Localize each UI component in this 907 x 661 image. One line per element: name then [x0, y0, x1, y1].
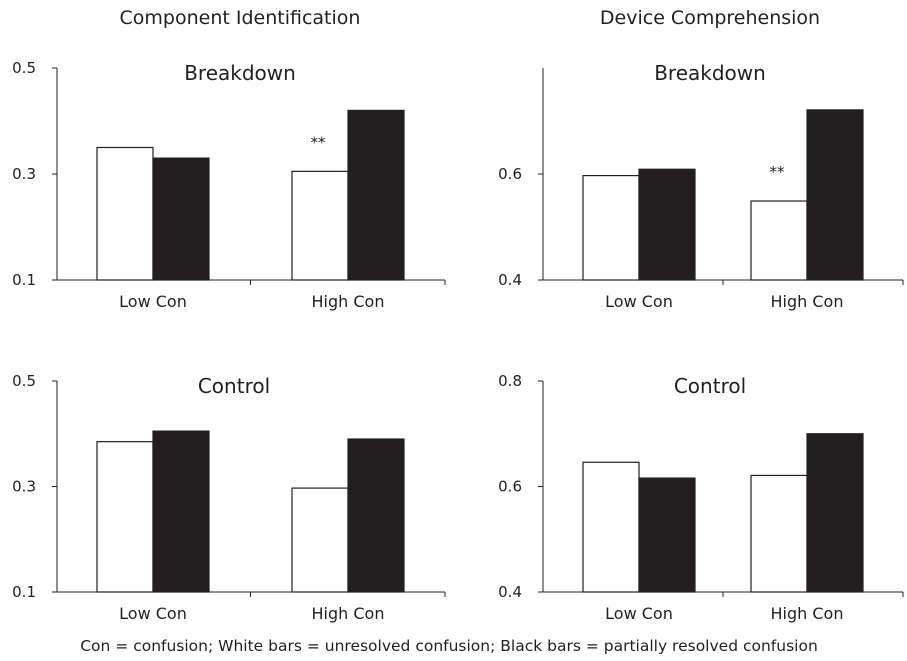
- bar-white-high-con: [291, 170, 349, 281]
- x-category-label-high-con: High Con: [771, 604, 844, 623]
- y-tick-label-0-6: 0.6: [498, 165, 522, 183]
- y-tick-label-0-3: 0.3: [12, 478, 36, 496]
- bar-black-high-con: [347, 438, 405, 593]
- x-category-label-low-con: Low Con: [119, 604, 187, 623]
- x-category-label-low-con: Low Con: [119, 292, 187, 311]
- chart-panel-breakdown-device: Breakdown 0.4 0.6 Low Con High Con **: [498, 61, 904, 311]
- significance-marker: **: [311, 133, 327, 151]
- significance-marker: **: [770, 163, 786, 181]
- y-tick-label-0-5: 0.5: [12, 59, 36, 77]
- column-title-component-identification: Component Identification: [120, 7, 361, 29]
- bar-black-high-con: [347, 109, 405, 281]
- panel-title: Breakdown: [184, 61, 296, 85]
- column-title-device-comprehension: Device Comprehension: [600, 7, 820, 29]
- chart-panel-control-component: Control 0.1 0.3 0.5 Low Con High Con: [12, 372, 446, 623]
- bar-black-low-con: [152, 157, 210, 281]
- y-tick-label-0-1: 0.1: [12, 583, 36, 601]
- x-category-label-low-con: Low Con: [605, 604, 673, 623]
- bar-white-high-con: [291, 487, 349, 593]
- bar-black-high-con: [806, 433, 864, 593]
- y-tick-label-0-5: 0.5: [12, 372, 36, 390]
- bar-black-low-con: [152, 430, 210, 593]
- bar-white-low-con: [582, 461, 640, 593]
- y-tick-label-0-4: 0.4: [498, 271, 522, 289]
- x-category-label-high-con: High Con: [771, 292, 844, 311]
- panel-title: Control: [198, 374, 270, 398]
- x-category-label-high-con: High Con: [312, 604, 385, 623]
- bar-white-high-con: [750, 200, 808, 281]
- bar-white-low-con: [96, 441, 154, 593]
- bar-white-low-con: [96, 146, 154, 281]
- panel-title: Control: [674, 374, 746, 398]
- y-tick-label-0-3: 0.3: [12, 165, 36, 183]
- bar-white-low-con: [582, 174, 640, 281]
- panel-title: Breakdown: [654, 61, 766, 85]
- bar-black-low-con: [638, 168, 696, 281]
- y-tick-label-0-1: 0.1: [12, 271, 36, 289]
- bar-white-high-con: [750, 474, 808, 593]
- figure-caption: Con = confusion; White bars = unresolved…: [80, 637, 818, 655]
- x-category-label-high-con: High Con: [312, 292, 385, 311]
- bar-black-high-con: [806, 109, 864, 281]
- bar-black-low-con: [638, 477, 696, 593]
- chart-panel-control-device: Control 0.4 0.6 0.8 Low Con High Con: [498, 372, 904, 623]
- x-category-label-low-con: Low Con: [605, 292, 673, 311]
- chart-panel-breakdown-component: Breakdown 0.1 0.3 0.5 Low Con High Con **: [12, 59, 446, 311]
- y-tick-label-0-8: 0.8: [498, 372, 522, 390]
- y-tick-label-0-4: 0.4: [498, 583, 522, 601]
- y-tick-label-0-6: 0.6: [498, 478, 522, 496]
